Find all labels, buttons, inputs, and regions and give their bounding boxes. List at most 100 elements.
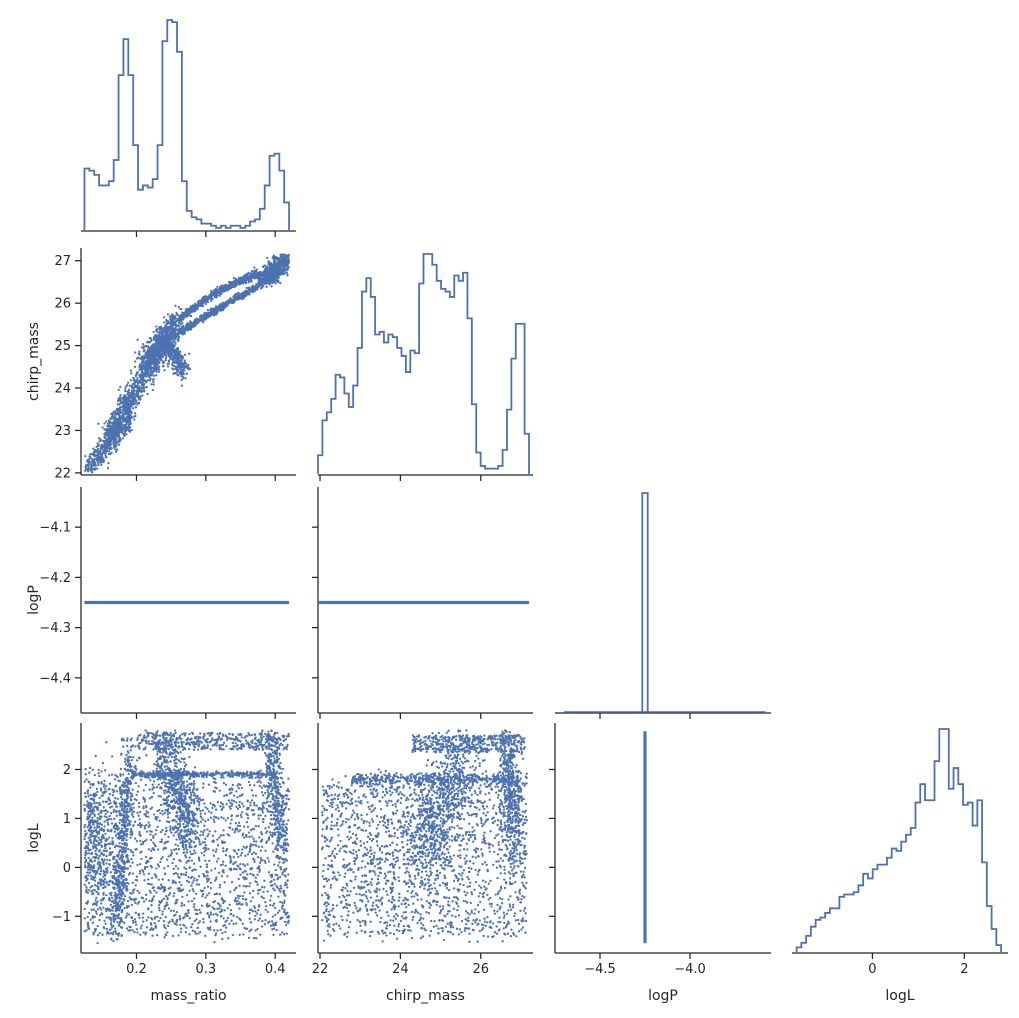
- scatter-point: [272, 851, 274, 853]
- scatter-point: [283, 802, 285, 804]
- histogram-mass_ratio: [84, 20, 289, 230]
- scatter-point: [134, 412, 136, 414]
- histogram-step-line: [84, 20, 289, 230]
- scatter-point: [117, 420, 119, 422]
- y-tick-label: −1: [52, 910, 71, 925]
- scatter-point: [99, 797, 101, 799]
- scatter-point: [114, 430, 116, 432]
- scatter-point: [233, 281, 235, 283]
- scatter-point: [228, 923, 230, 925]
- scatter-point: [106, 928, 108, 930]
- scatter-point: [128, 427, 130, 429]
- scatter-point: [180, 332, 182, 334]
- scatter-point: [107, 434, 109, 436]
- scatter-point: [149, 833, 151, 835]
- scatter-point: [122, 417, 124, 419]
- scatter-point: [180, 317, 182, 319]
- scatter-point: [267, 921, 269, 923]
- scatter-point: [202, 809, 204, 811]
- x-tick-label: 0.3: [195, 962, 216, 977]
- scatter-point: [177, 324, 179, 326]
- scatter-point: [158, 907, 160, 909]
- scatter-point: [133, 418, 135, 420]
- scatter-point: [115, 419, 117, 421]
- scatter-point: [215, 310, 217, 312]
- scatter-point: [211, 291, 213, 293]
- scatter-point: [183, 369, 185, 371]
- scatter-point: [220, 290, 222, 292]
- scatter-point: [233, 800, 235, 802]
- scatter-point: [274, 907, 276, 909]
- scatter-point: [249, 873, 251, 875]
- scatter-point: [264, 827, 266, 829]
- scatter-point: [187, 876, 189, 878]
- scatter-point: [277, 864, 279, 866]
- scatter-point: [187, 912, 189, 914]
- scatter-point: [174, 352, 176, 354]
- scatter-point: [231, 283, 233, 285]
- scatter-point: [160, 795, 162, 797]
- scatter-point: [150, 839, 152, 841]
- scatter-point: [157, 348, 159, 350]
- scatter-point: [145, 919, 147, 921]
- scatter-point: [94, 879, 96, 881]
- scatter-point: [199, 866, 201, 868]
- scatter-point: [141, 924, 143, 926]
- scatter-point: [215, 305, 217, 307]
- scatter-point: [84, 884, 86, 886]
- scatter-point: [178, 315, 180, 317]
- scatter-point: [277, 257, 279, 259]
- y-tick-label: 27: [54, 254, 71, 269]
- scatter-point: [267, 270, 269, 272]
- scatter-point: [175, 312, 177, 314]
- scatter-point: [279, 260, 281, 262]
- scatter-point: [222, 303, 224, 305]
- scatter-point: [160, 342, 162, 344]
- scatter-point: [157, 359, 159, 361]
- scatter-point: [185, 861, 187, 863]
- scatter-point: [138, 357, 140, 359]
- scatter-point: [140, 927, 142, 929]
- scatter-point: [136, 339, 138, 341]
- scatter-point: [251, 270, 253, 272]
- scatter-point: [165, 335, 167, 337]
- scatter-point: [217, 291, 219, 293]
- scatter-point: [269, 275, 271, 277]
- y-tick-label: −4.1: [39, 521, 71, 536]
- scatter-point: [123, 398, 125, 400]
- scatter-point: [97, 445, 99, 447]
- scatter-point: [208, 892, 210, 894]
- scatter-point: [144, 375, 146, 377]
- scatter-point: [162, 365, 164, 367]
- y-tick-label: 24: [54, 382, 71, 397]
- scatter-point: [222, 289, 224, 291]
- scatter-point: [227, 304, 229, 306]
- scatter-point: [173, 350, 175, 352]
- scatter-point: [99, 914, 101, 916]
- scatter-point: [166, 328, 168, 330]
- scatter-point: [152, 837, 154, 839]
- scatter-point: [110, 428, 112, 430]
- scatter-point: [136, 379, 138, 381]
- scatter-point: [137, 790, 139, 792]
- scatter-point: [186, 309, 188, 311]
- scatter-point: [211, 295, 213, 297]
- scatter-point: [147, 365, 149, 367]
- histogram-step-line: [642, 493, 647, 712]
- scatter-point: [99, 855, 101, 857]
- scatter-point: [169, 342, 171, 344]
- scatter-point: [142, 343, 144, 345]
- scatter-point: [222, 829, 224, 831]
- scatter-point: [161, 338, 163, 340]
- scatter-point: [222, 902, 224, 904]
- scatter-point: [187, 314, 189, 316]
- scatter-point: [215, 913, 217, 915]
- scatter-point: [161, 856, 163, 858]
- scatter-point: [202, 818, 204, 820]
- scatter-point: [97, 934, 99, 936]
- scatter-point: [116, 409, 118, 411]
- y-tick-label: −4.4: [39, 671, 71, 686]
- scatter-point: [128, 413, 130, 415]
- scatter-point: [238, 885, 240, 887]
- scatter-point: [191, 859, 193, 861]
